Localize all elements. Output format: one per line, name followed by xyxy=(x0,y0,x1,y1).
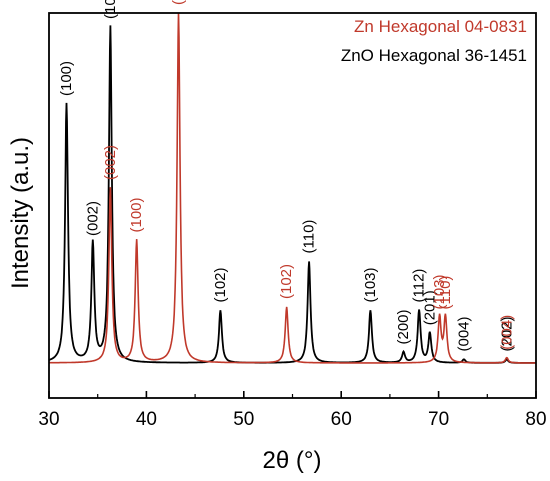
peak-label-zno-9: (004) xyxy=(455,316,472,351)
legend-entry-zn: Zn Hexagonal 04-0831 xyxy=(354,17,527,36)
peak-label-zn-2: (101) xyxy=(170,0,187,5)
peak-label-zno-4: (110) xyxy=(301,220,318,254)
peak-label-zn-6: (004) xyxy=(498,315,515,350)
series-line-zn xyxy=(49,12,536,364)
x-tick-label-70: 70 xyxy=(428,409,449,430)
x-axis-title: 2θ (°) xyxy=(263,447,322,474)
x-tick-label-40: 40 xyxy=(136,409,157,430)
legend-entry-zno: ZnO Hexagonal 36-1451 xyxy=(341,46,527,65)
peak-label-zno-1: (002) xyxy=(84,201,101,236)
peak-label-zn-4: (103) xyxy=(431,274,448,309)
peak-label-zno-10: (202) xyxy=(498,316,515,351)
peak-label-zno-2: (101) xyxy=(102,0,119,19)
peak-labels-layer: (100)(002)(101)(102)(110)(103)(200)(112)… xyxy=(58,0,515,352)
y-axis-title: Intensity (a.u.) xyxy=(7,137,34,289)
peak-label-zno-7: (112) xyxy=(411,269,428,303)
x-tick-label-50: 50 xyxy=(233,409,254,430)
peak-label-zn-5: (110) xyxy=(437,276,454,310)
peak-label-zno-3: (102) xyxy=(212,267,229,302)
x-ticks-layer: 30 40 50 60 70 80 xyxy=(38,391,547,430)
peak-label-zn-0: (002) xyxy=(102,145,119,180)
peaks-layer xyxy=(48,12,536,364)
peak-label-zno-5: (103) xyxy=(362,267,379,302)
peak-label-zno-8: (201) xyxy=(421,290,438,325)
peak-label-zn-3: (102) xyxy=(278,264,295,299)
legend: Zn Hexagonal 04-0831 ZnO Hexagonal 36-14… xyxy=(341,17,527,65)
x-tick-label-80: 80 xyxy=(525,409,546,430)
peak-label-zno-0: (100) xyxy=(58,61,75,96)
x-tick-label-60: 60 xyxy=(331,409,352,430)
x-tick-label-30: 30 xyxy=(38,409,59,430)
peak-label-zno-6: (200) xyxy=(395,309,412,344)
peak-label-zn-1: (100) xyxy=(128,197,145,232)
series-line-zno xyxy=(48,25,536,364)
